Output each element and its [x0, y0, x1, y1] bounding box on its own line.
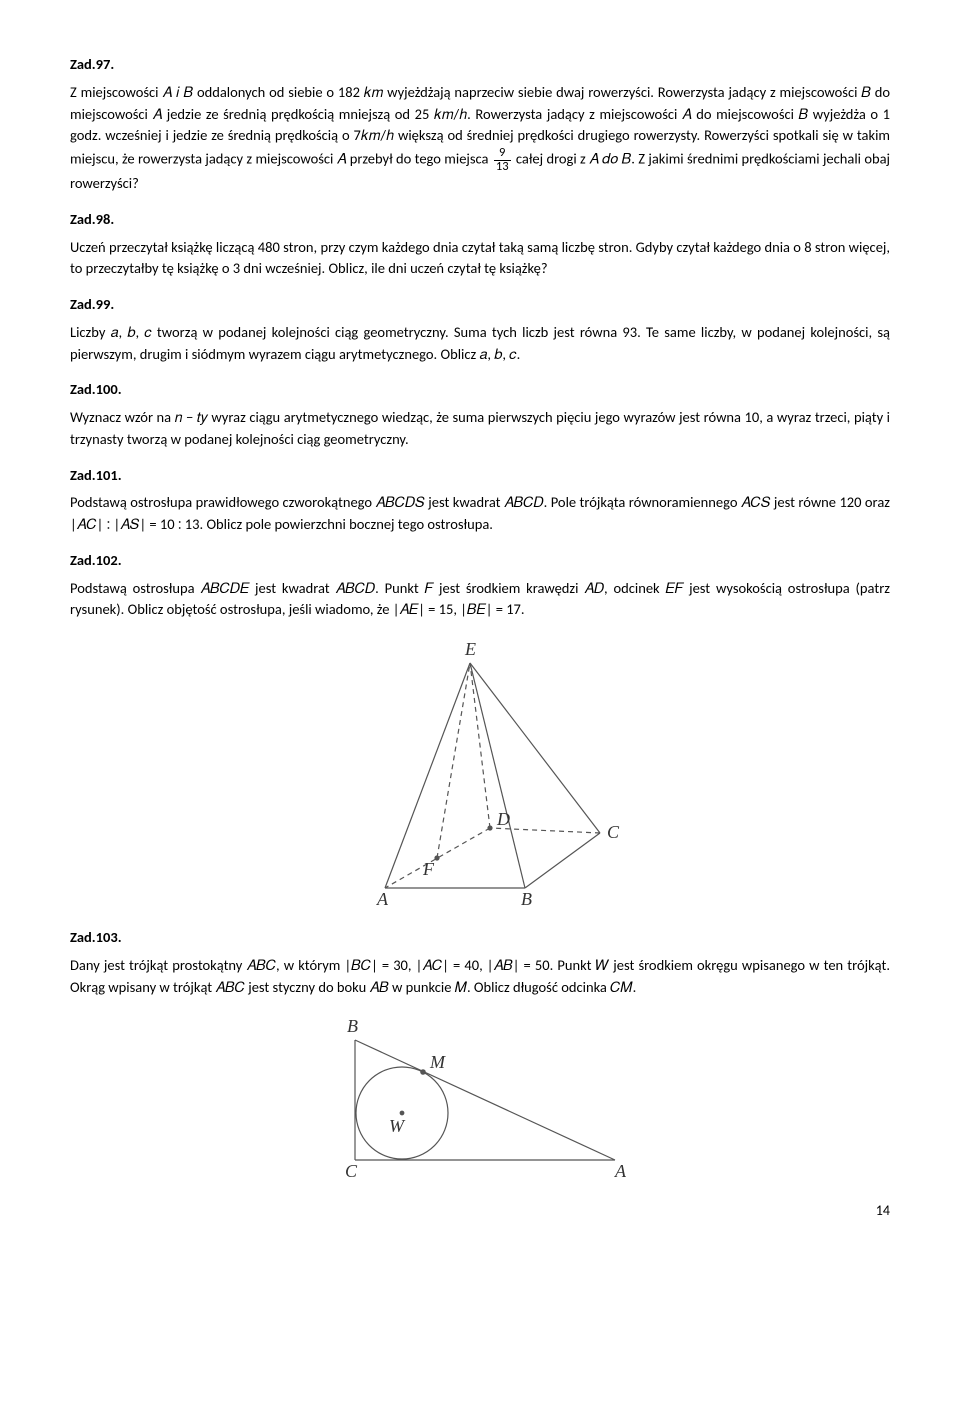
zad97-fraction: 9 13 [494, 147, 511, 173]
zad103-body: Dany jest trójkąt prostokątny 𝐴𝐵𝐶, w któ… [70, 955, 890, 999]
zad98-body: Uczeń przeczytał książkę liczącą 480 str… [70, 237, 890, 281]
pyramid-diagram: E D C F A B [325, 633, 635, 913]
zad97-heading: Zad.97. [70, 54, 890, 76]
zad99-body: Liczby 𝑎, 𝑏, 𝑐 tworzą w podanej kolejnoś… [70, 322, 890, 366]
zad102-heading: Zad.102. [70, 550, 890, 572]
triangle-label-W: W [389, 1116, 406, 1136]
zad101-body: Podstawą ostrosłupa prawidłowego czworok… [70, 492, 890, 536]
zad99-heading: Zad.99. [70, 294, 890, 316]
zad97-body: Z miejscowości 𝐴 𝑖 𝐵 oddalonych od siebi… [70, 82, 890, 195]
pyramid-label-D: D [496, 809, 510, 829]
triangle-label-A: A [614, 1161, 627, 1180]
pyramid-label-F: F [422, 859, 435, 879]
zad97-frac-den: 13 [494, 161, 511, 174]
page-number: 14 [70, 1200, 890, 1221]
zad101-heading: Zad.101. [70, 465, 890, 487]
zad103-heading: Zad.103. [70, 927, 890, 949]
pyramid-label-E: E [464, 639, 476, 659]
zad100-body: Wyznacz wzór na 𝑛 − 𝑡𝑦 wyraz ciągu arytm… [70, 407, 890, 451]
zad98-heading: Zad.98. [70, 209, 890, 231]
pyramid-label-B: B [521, 889, 532, 909]
triangle-label-C: C [345, 1161, 358, 1180]
zad100-heading: Zad.100. [70, 379, 890, 401]
triangle-label-B: B [347, 1016, 358, 1036]
pyramid-label-C: C [607, 822, 620, 842]
zad102-body: Podstawą ostrosłupa 𝐴𝐵𝐶𝐷𝐸 jest kwadrat 𝐴… [70, 578, 890, 622]
triangle-label-M: M [429, 1052, 446, 1072]
triangle-diagram: B M W C A [315, 1010, 645, 1180]
pyramid-label-A: A [376, 889, 389, 909]
